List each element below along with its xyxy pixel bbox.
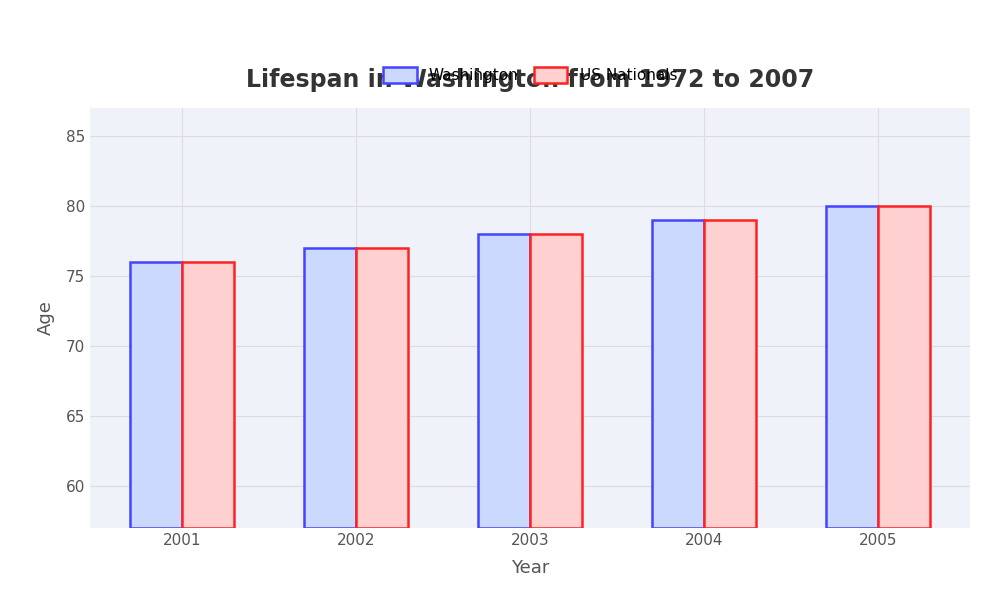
Bar [878, 206, 930, 528]
X-axis label: Year: Year [511, 559, 549, 577]
Bar [652, 220, 704, 528]
Bar [304, 248, 356, 528]
Bar [182, 262, 234, 528]
Bar [478, 234, 530, 528]
Bar [530, 234, 582, 528]
Bar [356, 248, 408, 528]
Bar [704, 220, 756, 528]
Bar [130, 262, 182, 528]
Title: Lifespan in Washington from 1972 to 2007: Lifespan in Washington from 1972 to 2007 [246, 68, 814, 92]
Y-axis label: Age: Age [37, 301, 55, 335]
Legend: Washington, US Nationals: Washington, US Nationals [377, 61, 683, 89]
Bar [826, 206, 878, 528]
